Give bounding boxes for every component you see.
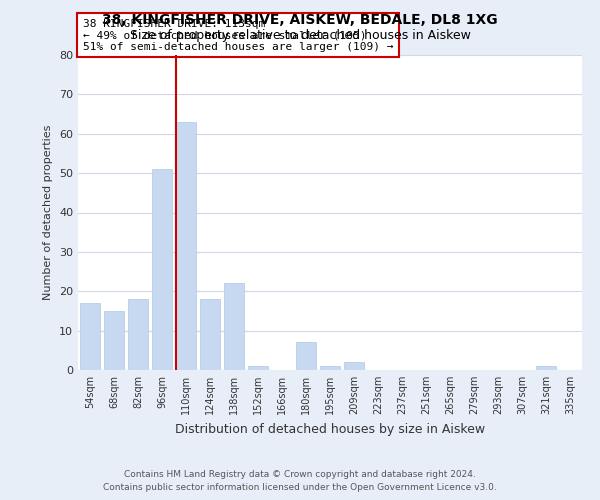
Bar <box>296 342 316 370</box>
Y-axis label: Number of detached properties: Number of detached properties <box>43 125 53 300</box>
Text: Size of property relative to detached houses in Aiskew: Size of property relative to detached ho… <box>130 29 470 42</box>
Bar <box>248 366 268 370</box>
Bar <box>128 299 148 370</box>
Bar <box>320 366 340 370</box>
Text: 38 KINGFISHER DRIVE: 113sqm
← 49% of detached houses are smaller (105)
51% of se: 38 KINGFISHER DRIVE: 113sqm ← 49% of det… <box>83 18 394 52</box>
Text: Contains HM Land Registry data © Crown copyright and database right 2024.
Contai: Contains HM Land Registry data © Crown c… <box>103 470 497 492</box>
Bar <box>152 169 172 370</box>
Bar <box>224 284 244 370</box>
Bar <box>200 299 220 370</box>
X-axis label: Distribution of detached houses by size in Aiskew: Distribution of detached houses by size … <box>175 422 485 436</box>
Bar <box>80 303 100 370</box>
Bar <box>104 311 124 370</box>
Bar <box>344 362 364 370</box>
Bar <box>176 122 196 370</box>
Text: 38, KINGFISHER DRIVE, AISKEW, BEDALE, DL8 1XG: 38, KINGFISHER DRIVE, AISKEW, BEDALE, DL… <box>102 12 498 26</box>
Bar <box>536 366 556 370</box>
